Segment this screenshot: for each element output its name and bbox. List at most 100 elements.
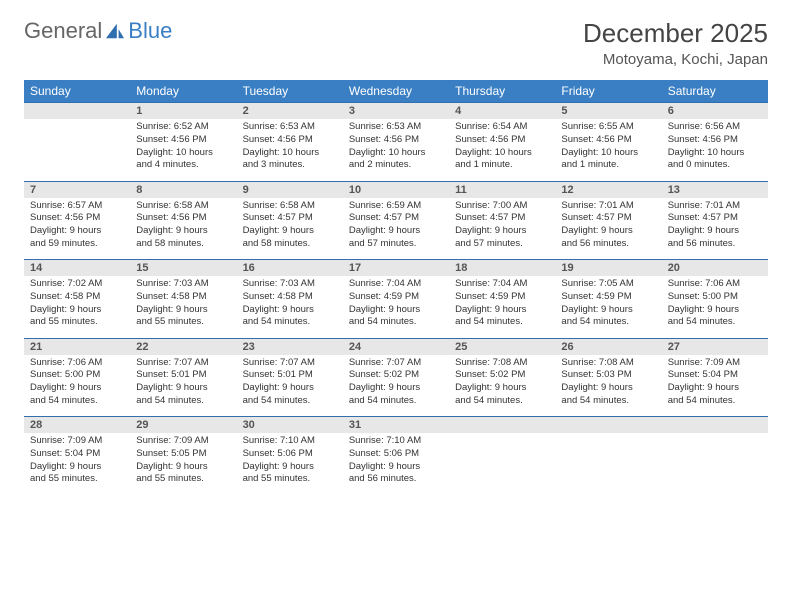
- date-cell: Sunrise: 7:07 AMSunset: 5:01 PMDaylight:…: [237, 355, 343, 417]
- sunset-text: Sunset: 4:59 PM: [561, 291, 655, 304]
- daylight-text-2: and 1 minute.: [561, 159, 655, 172]
- sunset-text: Sunset: 5:04 PM: [668, 369, 762, 382]
- date-cell: Sunrise: 7:03 AMSunset: 4:58 PMDaylight:…: [130, 276, 236, 338]
- daylight-text-1: Daylight: 9 hours: [349, 304, 443, 317]
- sunset-text: Sunset: 5:04 PM: [30, 448, 124, 461]
- logo-text-2: Blue: [128, 18, 172, 44]
- daylight-text-2: and 4 minutes.: [136, 159, 230, 172]
- sunrise-text: Sunrise: 6:53 AM: [243, 121, 337, 134]
- sunrise-text: Sunrise: 7:09 AM: [30, 435, 124, 448]
- date-number: 15: [130, 260, 236, 277]
- date-cell: Sunrise: 6:56 AMSunset: 4:56 PMDaylight:…: [662, 119, 768, 181]
- daylight-text-1: Daylight: 9 hours: [668, 382, 762, 395]
- sunrise-text: Sunrise: 7:09 AM: [136, 435, 230, 448]
- date-number: 27: [662, 338, 768, 355]
- daylight-text-1: Daylight: 10 hours: [668, 147, 762, 160]
- date-cell: Sunrise: 7:04 AMSunset: 4:59 PMDaylight:…: [343, 276, 449, 338]
- date-number: 25: [449, 338, 555, 355]
- daylight-text-2: and 58 minutes.: [243, 238, 337, 251]
- sunset-text: Sunset: 4:56 PM: [30, 212, 124, 225]
- daylight-text-2: and 56 minutes.: [349, 473, 443, 486]
- daylight-text-2: and 59 minutes.: [30, 238, 124, 251]
- sunset-text: Sunset: 5:00 PM: [30, 369, 124, 382]
- daylight-text-2: and 54 minutes.: [668, 316, 762, 329]
- daylight-text-2: and 55 minutes.: [30, 473, 124, 486]
- daylight-text-1: Daylight: 10 hours: [455, 147, 549, 160]
- sunrise-text: Sunrise: 7:06 AM: [668, 278, 762, 291]
- sunset-text: Sunset: 4:58 PM: [136, 291, 230, 304]
- daylight-text-2: and 54 minutes.: [455, 316, 549, 329]
- title-block: December 2025 Motoyama, Kochi, Japan: [583, 18, 768, 68]
- date-number: 30: [237, 417, 343, 434]
- date-cell: Sunrise: 7:09 AMSunset: 5:04 PMDaylight:…: [24, 433, 130, 495]
- date-number: 3: [343, 103, 449, 120]
- sunrise-text: Sunrise: 7:09 AM: [668, 357, 762, 370]
- sunrise-text: Sunrise: 7:08 AM: [455, 357, 549, 370]
- daylight-text-2: and 2 minutes.: [349, 159, 443, 172]
- date-number: 28: [24, 417, 130, 434]
- daylight-text-2: and 54 minutes.: [30, 395, 124, 408]
- daylight-text-1: Daylight: 9 hours: [455, 382, 549, 395]
- date-cell: Sunrise: 7:04 AMSunset: 4:59 PMDaylight:…: [449, 276, 555, 338]
- date-cell: Sunrise: 7:08 AMSunset: 5:03 PMDaylight:…: [555, 355, 661, 417]
- sunset-text: Sunset: 4:56 PM: [136, 212, 230, 225]
- daylight-text-2: and 55 minutes.: [136, 473, 230, 486]
- daylight-text-2: and 0 minutes.: [668, 159, 762, 172]
- sunset-text: Sunset: 5:02 PM: [455, 369, 549, 382]
- sunrise-text: Sunrise: 7:03 AM: [243, 278, 337, 291]
- daylight-text-1: Daylight: 9 hours: [30, 225, 124, 238]
- date-number: 6: [662, 103, 768, 120]
- daylight-text-1: Daylight: 9 hours: [30, 304, 124, 317]
- daylight-text-2: and 56 minutes.: [668, 238, 762, 251]
- daylight-text-1: Daylight: 9 hours: [243, 461, 337, 474]
- date-cell: [449, 433, 555, 495]
- daylight-text-1: Daylight: 9 hours: [243, 382, 337, 395]
- logo: General Blue: [24, 18, 172, 44]
- sunset-text: Sunset: 4:57 PM: [455, 212, 549, 225]
- location: Motoyama, Kochi, Japan: [583, 51, 768, 68]
- sunrise-text: Sunrise: 7:06 AM: [30, 357, 124, 370]
- date-number: 24: [343, 338, 449, 355]
- date-number: 5: [555, 103, 661, 120]
- day-header: Tuesday: [237, 80, 343, 103]
- date-number: [662, 417, 768, 434]
- daylight-text-2: and 58 minutes.: [136, 238, 230, 251]
- date-cell: Sunrise: 7:01 AMSunset: 4:57 PMDaylight:…: [555, 198, 661, 260]
- sunset-text: Sunset: 4:56 PM: [243, 134, 337, 147]
- month-title: December 2025: [583, 18, 768, 49]
- daylight-text-1: Daylight: 9 hours: [136, 382, 230, 395]
- day-header: Thursday: [449, 80, 555, 103]
- date-number: 29: [130, 417, 236, 434]
- logo-sail-icon: [104, 22, 126, 40]
- sunrise-text: Sunrise: 6:58 AM: [243, 200, 337, 213]
- date-number: 4: [449, 103, 555, 120]
- sunset-text: Sunset: 4:56 PM: [136, 134, 230, 147]
- day-header: Wednesday: [343, 80, 449, 103]
- date-cell: Sunrise: 7:06 AMSunset: 5:00 PMDaylight:…: [24, 355, 130, 417]
- daylight-text-1: Daylight: 9 hours: [349, 461, 443, 474]
- date-cell: Sunrise: 7:08 AMSunset: 5:02 PMDaylight:…: [449, 355, 555, 417]
- daylight-text-1: Daylight: 9 hours: [243, 225, 337, 238]
- daylight-text-1: Daylight: 9 hours: [30, 382, 124, 395]
- date-number-row: 21222324252627: [24, 338, 768, 355]
- day-header: Saturday: [662, 80, 768, 103]
- sunset-text: Sunset: 4:56 PM: [668, 134, 762, 147]
- daylight-text-2: and 54 minutes.: [243, 395, 337, 408]
- daylight-text-1: Daylight: 10 hours: [561, 147, 655, 160]
- date-cell: Sunrise: 6:53 AMSunset: 4:56 PMDaylight:…: [343, 119, 449, 181]
- date-number: [449, 417, 555, 434]
- date-cell: Sunrise: 6:52 AMSunset: 4:56 PMDaylight:…: [130, 119, 236, 181]
- daylight-text-2: and 55 minutes.: [243, 473, 337, 486]
- date-number: 17: [343, 260, 449, 277]
- day-header: Monday: [130, 80, 236, 103]
- daylight-text-1: Daylight: 9 hours: [136, 225, 230, 238]
- daylight-text-1: Daylight: 9 hours: [349, 382, 443, 395]
- date-number: 2: [237, 103, 343, 120]
- date-cell: Sunrise: 6:57 AMSunset: 4:56 PMDaylight:…: [24, 198, 130, 260]
- sunset-text: Sunset: 5:01 PM: [136, 369, 230, 382]
- daylight-text-2: and 3 minutes.: [243, 159, 337, 172]
- sunrise-text: Sunrise: 7:04 AM: [455, 278, 549, 291]
- date-number: 21: [24, 338, 130, 355]
- date-data-row: Sunrise: 7:09 AMSunset: 5:04 PMDaylight:…: [24, 433, 768, 495]
- sunset-text: Sunset: 4:58 PM: [243, 291, 337, 304]
